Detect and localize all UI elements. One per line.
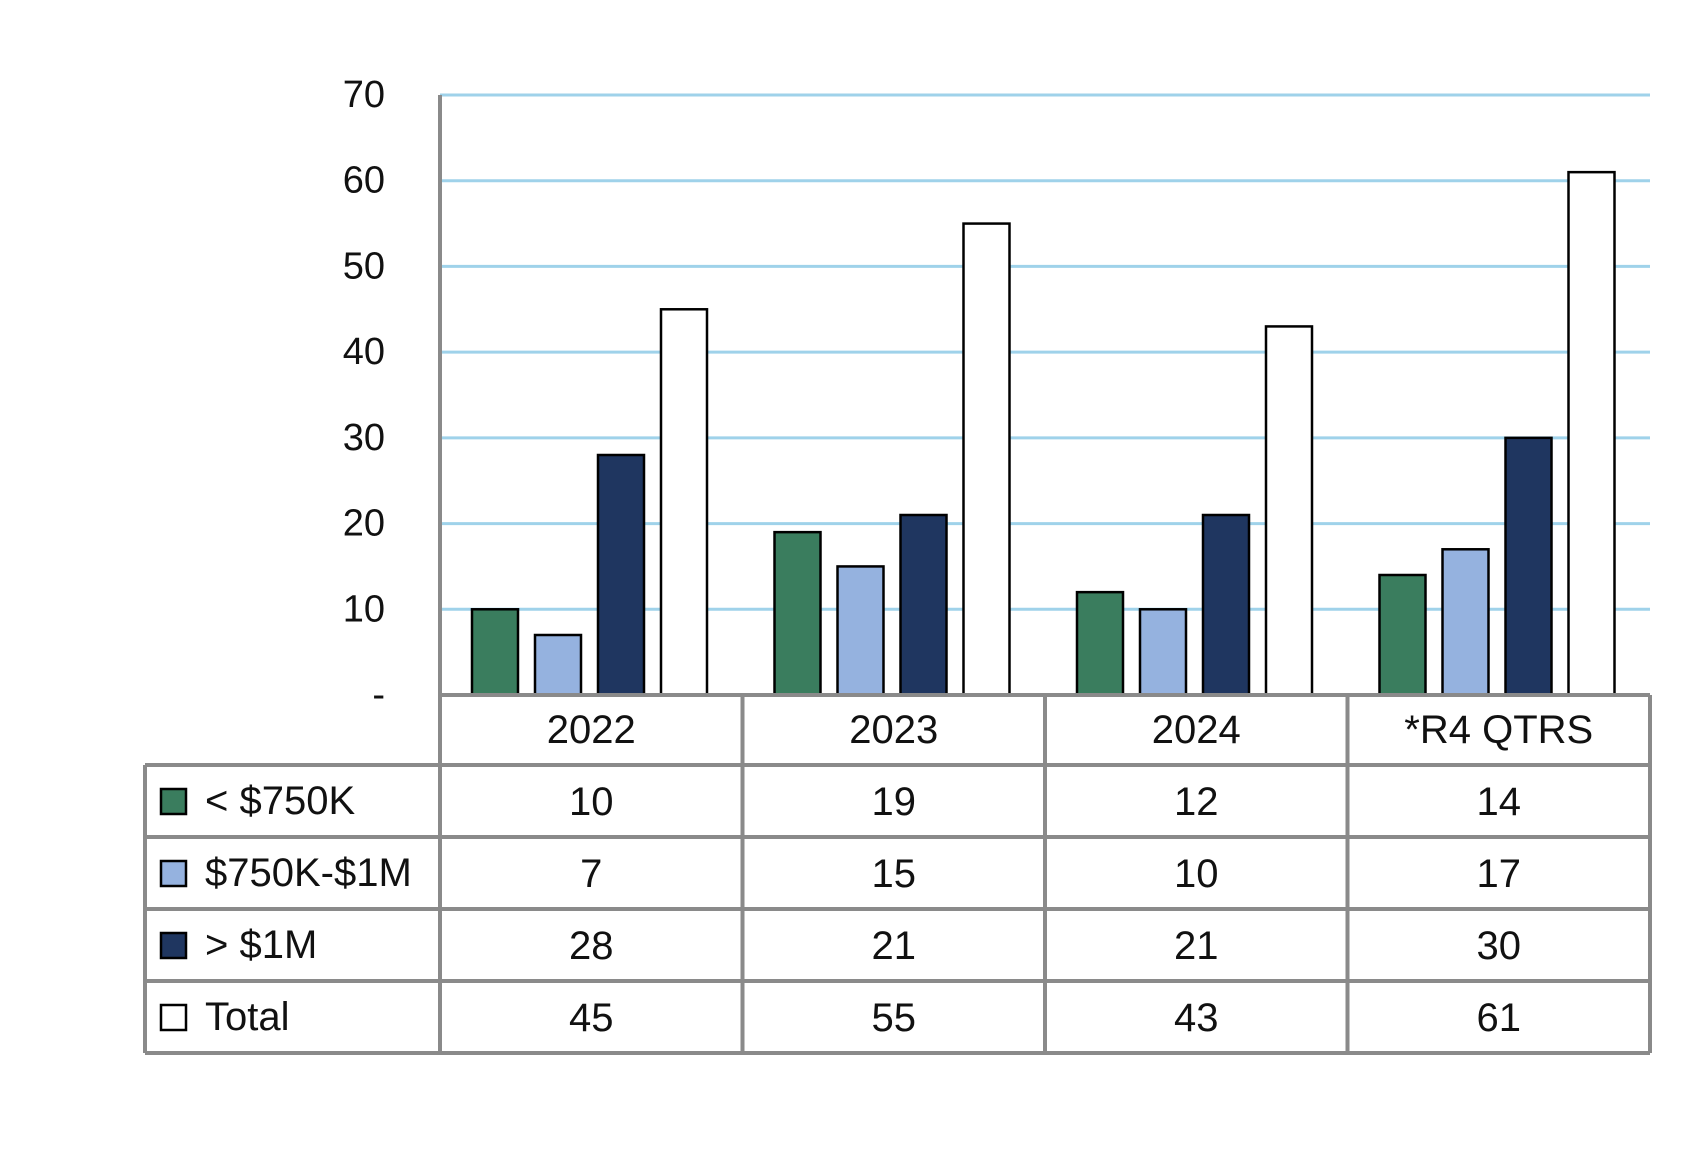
legend-label: < $750K bbox=[205, 779, 355, 823]
legend-key bbox=[159, 859, 188, 888]
table-value: 61 bbox=[1477, 996, 1522, 1040]
table-value: 28 bbox=[569, 924, 614, 968]
bar bbox=[1264, 325, 1314, 697]
y-tick-label: 10 bbox=[343, 588, 385, 630]
table-value: 10 bbox=[1174, 852, 1219, 896]
bar bbox=[1567, 170, 1616, 697]
legend-label: Total bbox=[205, 995, 290, 1039]
bar bbox=[836, 565, 885, 697]
bar bbox=[1378, 573, 1427, 697]
table-value: 10 bbox=[569, 780, 614, 824]
category-label: 2024 bbox=[1152, 708, 1241, 752]
table-value: 12 bbox=[1174, 780, 1219, 824]
y-tick-label: 60 bbox=[343, 160, 385, 202]
y-tick-label: - bbox=[372, 674, 385, 716]
y-tick-label: 40 bbox=[343, 331, 385, 373]
table-value: 21 bbox=[1174, 924, 1219, 968]
category-label: 2023 bbox=[849, 708, 938, 752]
bar bbox=[596, 453, 646, 697]
bar bbox=[962, 222, 1011, 697]
category-label: 2022 bbox=[547, 708, 636, 752]
bar bbox=[533, 633, 583, 697]
data-table: 2022 2023 2024 *R4 QTRS < $750K 10 19 12 14 $750K… bbox=[143, 693, 1652, 1055]
legend-label: > $1M bbox=[205, 923, 317, 967]
bars bbox=[470, 170, 1616, 697]
bar bbox=[899, 513, 948, 697]
y-tick-label: 20 bbox=[343, 503, 385, 545]
table-value: 17 bbox=[1477, 852, 1522, 896]
table-value: 30 bbox=[1477, 924, 1522, 968]
bar bbox=[773, 530, 822, 697]
legend-key bbox=[159, 931, 188, 960]
y-tick-label: 50 bbox=[343, 245, 385, 287]
table-value: 7 bbox=[580, 852, 602, 896]
table-value: 14 bbox=[1477, 780, 1522, 824]
bar bbox=[1138, 608, 1188, 697]
legend-key bbox=[159, 787, 188, 816]
table-value: 45 bbox=[569, 996, 614, 1040]
bar bbox=[1504, 436, 1553, 697]
bar bbox=[659, 308, 709, 697]
table-value: 19 bbox=[872, 780, 917, 824]
legend-label: $750K-$1M bbox=[205, 851, 412, 895]
bar bbox=[1441, 548, 1490, 697]
y-tick-label: 70 bbox=[343, 74, 385, 116]
table-value: 15 bbox=[872, 852, 917, 896]
y-tick-label: 30 bbox=[343, 417, 385, 459]
table-value: 43 bbox=[1174, 996, 1219, 1040]
y-axis-ticks: - 10 20 30 40 50 60 70 bbox=[343, 74, 385, 716]
bar bbox=[1075, 590, 1125, 697]
bar bbox=[1201, 513, 1251, 697]
category-label: *R4 QTRS bbox=[1404, 708, 1593, 752]
legend-key bbox=[159, 1003, 188, 1032]
table-value: 55 bbox=[872, 996, 917, 1040]
table-value: 21 bbox=[872, 924, 917, 968]
bar bbox=[470, 608, 520, 697]
